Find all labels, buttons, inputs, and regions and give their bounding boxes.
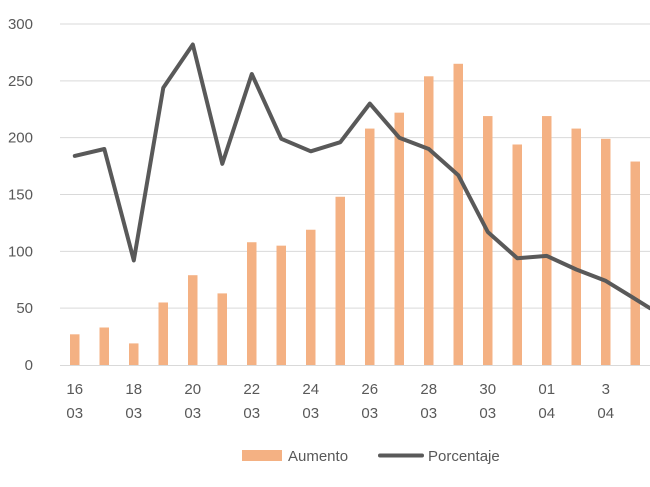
porcentaje-line-group [72, 42, 650, 311]
bar-aumento [571, 128, 581, 365]
bar-aumento [542, 116, 552, 365]
bar-aumento [630, 161, 640, 365]
x-tick-month: 03 [243, 405, 260, 422]
bar-aumento [276, 245, 286, 365]
x-tick-month: 03 [361, 405, 378, 422]
bar-aumento [512, 144, 522, 365]
x-tick-month: 03 [302, 405, 319, 422]
aumento-bars [70, 63, 640, 366]
x-tick-month: 03 [125, 405, 142, 422]
bar-aumento [424, 76, 434, 365]
bar-aumento [335, 196, 345, 365]
bar-aumento [99, 327, 109, 365]
y-tick-label: 200 [8, 130, 33, 147]
bar-aumento [158, 302, 168, 365]
bar-aumento [217, 293, 227, 365]
bar-aumento [129, 343, 139, 365]
bar-aumento [453, 63, 463, 366]
bar-aumento [188, 275, 198, 365]
x-tick-day: 16 [66, 381, 83, 398]
gridlines [60, 23, 650, 309]
x-tick-day: 20 [184, 381, 201, 398]
legend-label-aumento: Aumento [288, 448, 348, 465]
x-tick-day: 26 [361, 381, 378, 398]
bar-aumento [70, 334, 80, 365]
bar-aumento [247, 242, 257, 365]
legend-label-porcentaje: Porcentaje [428, 448, 500, 465]
bar-aumento [306, 229, 316, 365]
y-axis-ticks: 0 50 100 150 200 250 300 [8, 16, 33, 374]
bar-aumento [601, 138, 611, 365]
x-axis-ticks: 16 03 18 03 20 03 22 03 24 03 26 03 28 03 30 03 01 04 3 04 [66, 381, 614, 422]
x-tick-month: 03 [184, 405, 201, 422]
y-tick-label: 0 [25, 357, 33, 374]
bar-aumento [365, 128, 375, 365]
y-tick-label: 100 [8, 243, 33, 260]
y-tick-label: 250 [8, 73, 33, 90]
x-tick-day: 24 [302, 381, 319, 398]
legend: Aumento Porcentaje [242, 448, 500, 465]
x-tick-day: 18 [125, 381, 142, 398]
bar-aumento [483, 116, 493, 365]
x-tick-day: 01 [538, 381, 555, 398]
legend-swatch-aumento [242, 450, 282, 461]
x-tick-month: 03 [420, 405, 437, 422]
y-tick-label: 50 [16, 300, 33, 317]
x-tick-day: 22 [243, 381, 260, 398]
x-tick-month: 04 [597, 405, 614, 422]
y-tick-label: 150 [8, 187, 33, 204]
x-tick-month: 03 [479, 405, 496, 422]
x-tick-month: 03 [66, 405, 83, 422]
x-tick-day: 28 [420, 381, 437, 398]
x-tick-month: 04 [538, 405, 555, 422]
x-tick-day: 30 [479, 381, 496, 398]
x-tick-day: 3 [602, 381, 610, 398]
line-porcentaje [72, 42, 650, 311]
y-tick-label: 300 [8, 16, 33, 33]
bar-aumento [394, 112, 404, 365]
